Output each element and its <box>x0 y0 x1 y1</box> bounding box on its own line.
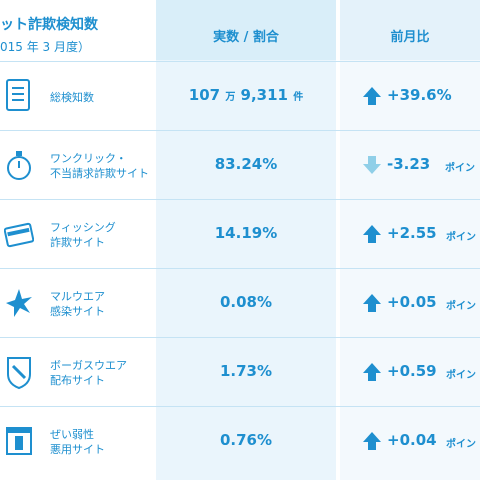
change-column-bg <box>340 0 480 480</box>
stopwatch-icon <box>7 151 31 180</box>
value-column-bg <box>156 0 336 480</box>
row-label: ワンクリック・ 不当請求詐欺サイト <box>50 152 149 180</box>
table-row: フィッシング 詐欺サイト 14.19% +2.55 ポイン <box>0 200 480 269</box>
row-divider <box>0 199 480 200</box>
up-arrow-icon <box>363 432 381 450</box>
table-row: 総検知数 107 万 9,311 件 +39.6% <box>0 62 480 131</box>
virus-star-icon <box>6 289 32 317</box>
row-value: 107 万 9,311 件 <box>188 86 304 104</box>
row-divider <box>0 337 480 338</box>
document-list-icon <box>6 79 30 111</box>
up-arrow-icon <box>363 87 381 105</box>
row-label: 総検知数 <box>50 91 94 104</box>
table-row: マルウエア 感染サイト 0.08% +0.05 ポイン <box>0 269 480 338</box>
table-row: ボーガスウエア 配布サイト 1.73% +0.59 ポイン <box>0 338 480 407</box>
down-arrow-icon <box>363 156 381 174</box>
row-value: 0.08% <box>219 293 273 311</box>
row-value: 14.19% <box>214 224 278 242</box>
row-divider <box>0 268 480 269</box>
shield-icon <box>7 357 31 390</box>
up-arrow-icon <box>363 294 381 312</box>
row-label: ぜい弱性 悪用サイト <box>50 428 105 456</box>
up-arrow-icon <box>363 363 381 381</box>
credit-card-icon <box>4 222 34 248</box>
table-row: ぜい弱性 悪用サイト 0.76% +0.04 ポイン <box>0 407 480 476</box>
window-warning-icon <box>6 427 32 455</box>
table-row: ワンクリック・ 不当請求詐欺サイト 83.24% -3.23 ポイン <box>0 131 480 200</box>
row-divider <box>0 406 480 407</box>
row-label: ボーガスウエア 配布サイト <box>50 359 127 387</box>
header-value: 実数 / 割合 <box>156 0 336 60</box>
row-divider <box>0 130 480 131</box>
table-title: ット詐欺検知数 015 年 3 月度） <box>0 14 160 62</box>
title-line1: ット詐欺検知数 <box>0 17 98 33</box>
title-line2: 015 年 3 月度） <box>0 40 90 54</box>
row-value: 83.24% <box>214 155 278 173</box>
row-label: マルウエア 感染サイト <box>50 290 105 318</box>
row-value: 0.76% <box>219 431 273 449</box>
row-divider <box>0 61 480 62</box>
header-change-label: 前月比 <box>390 30 430 45</box>
header-value-label: 実数 / 割合 <box>213 30 279 45</box>
up-arrow-icon <box>363 225 381 243</box>
row-value: 1.73% <box>219 362 273 380</box>
row-label: フィッシング 詐欺サイト <box>50 221 116 249</box>
header-change: 前月比 <box>340 0 480 60</box>
